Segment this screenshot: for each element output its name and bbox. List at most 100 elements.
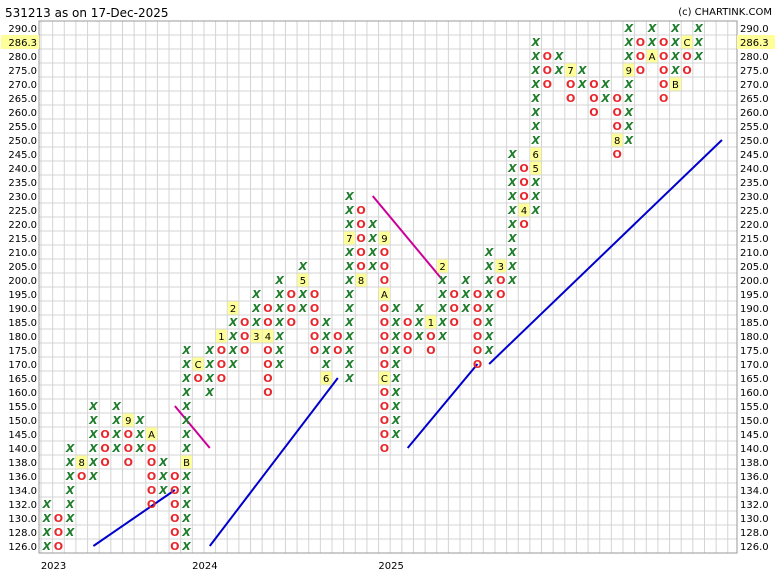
o-box: O [636, 50, 645, 63]
pnf-column: XXX [414, 302, 424, 343]
x-box: X [507, 162, 517, 175]
x-box: X [65, 484, 75, 497]
x-box: X [461, 288, 471, 301]
o-box: O [356, 218, 365, 231]
o-box: O [170, 470, 179, 483]
month-marker: 7 [567, 66, 573, 77]
current-price-box [1, 35, 39, 49]
o-box: O [217, 372, 226, 385]
o-box: O [613, 120, 622, 133]
x-box: X [274, 344, 284, 357]
o-box: O [147, 442, 156, 455]
x-box: X [391, 358, 401, 371]
x-box: X [437, 330, 447, 343]
month-marker: 5 [533, 164, 539, 175]
o-box: O [147, 456, 156, 469]
month-marker-bg [565, 63, 577, 77]
x-box: X [251, 302, 261, 315]
o-box: O [473, 358, 482, 371]
y-tick-label-right: 270.0 [740, 80, 769, 91]
o-box: O [310, 316, 319, 329]
o-box: O [170, 498, 179, 511]
x-box: X [228, 330, 238, 343]
o-box: O [682, 64, 691, 77]
y-tick-label-right: 290.0 [740, 24, 769, 35]
trendlines [92, 139, 723, 547]
x-box: X [484, 316, 494, 329]
o-box: O [473, 344, 482, 357]
x-box: X [507, 176, 517, 189]
y-tick-label-right: 190.0 [740, 304, 769, 315]
y-tick-label-left: 205.0 [8, 262, 37, 273]
x-tick-label: 2024 [192, 561, 217, 572]
y-tick-label-right: 134.0 [740, 486, 769, 497]
x-box: X [600, 92, 610, 105]
x-box: X [298, 302, 308, 315]
month-marker: 4 [265, 332, 271, 343]
y-tick-label-right: 130.0 [740, 514, 769, 525]
pnf-column: OOO [54, 512, 63, 553]
x-box: X [274, 288, 284, 301]
x-box: X [251, 288, 261, 301]
y-tick-label-left: 170.0 [8, 360, 37, 371]
x-box: X [181, 498, 191, 511]
x-box: X [484, 302, 494, 315]
month-marker: A [148, 430, 155, 441]
o-box: O [496, 288, 505, 301]
y-tick-label-left: 255.0 [8, 122, 37, 133]
x-box: X [577, 64, 587, 77]
o-box: O [519, 218, 528, 231]
x-box: X [530, 36, 540, 49]
x-box: X [181, 400, 191, 413]
o-box: O [263, 386, 272, 399]
o-box: O [263, 372, 272, 385]
x-box: X [111, 442, 121, 455]
x-box: X [484, 274, 494, 287]
y-tick-label-left: 230.0 [8, 192, 37, 203]
month-marker: 3 [253, 332, 259, 343]
x-box: X [391, 344, 401, 357]
o-box: O [380, 330, 389, 343]
x-box: X [693, 50, 703, 63]
pnf-column: XXX [158, 456, 168, 497]
x-box: X [437, 274, 447, 287]
o-box: O [380, 302, 389, 315]
x-box: X [600, 78, 610, 91]
x-box: X [367, 260, 377, 273]
o-box: O [124, 456, 133, 469]
y-tick-label-right: 220.0 [740, 220, 769, 231]
o-box: O [659, 92, 668, 105]
y-tick-label-right: 255.0 [740, 122, 769, 133]
pnf-column: O8 [76, 455, 88, 483]
x-box: X [391, 428, 401, 441]
month-marker: 7 [346, 234, 352, 245]
o-box: O [170, 540, 179, 553]
o-box: O [519, 162, 528, 175]
chart-grid [38, 20, 738, 554]
month-marker-bg [146, 427, 158, 441]
y-tick-label-right: 265.0 [740, 94, 769, 105]
o-box: O [589, 106, 598, 119]
o-box: O [426, 330, 435, 343]
x-box: X [624, 120, 634, 133]
x-box: X [624, 36, 634, 49]
current-price-box [737, 35, 775, 49]
y-tick-label-left: 265.0 [8, 94, 37, 105]
x-tick-label: 2025 [378, 561, 403, 572]
o-box: O [450, 302, 459, 315]
x-box: X [391, 302, 401, 315]
y-tick-label-left: 136.0 [8, 472, 37, 483]
x-box: X [181, 386, 191, 399]
o-box: O [217, 358, 226, 371]
x-box: X [205, 386, 215, 399]
x-box: X [111, 428, 121, 441]
pnf-column: AXX [646, 22, 658, 63]
month-marker: 6 [533, 150, 539, 161]
